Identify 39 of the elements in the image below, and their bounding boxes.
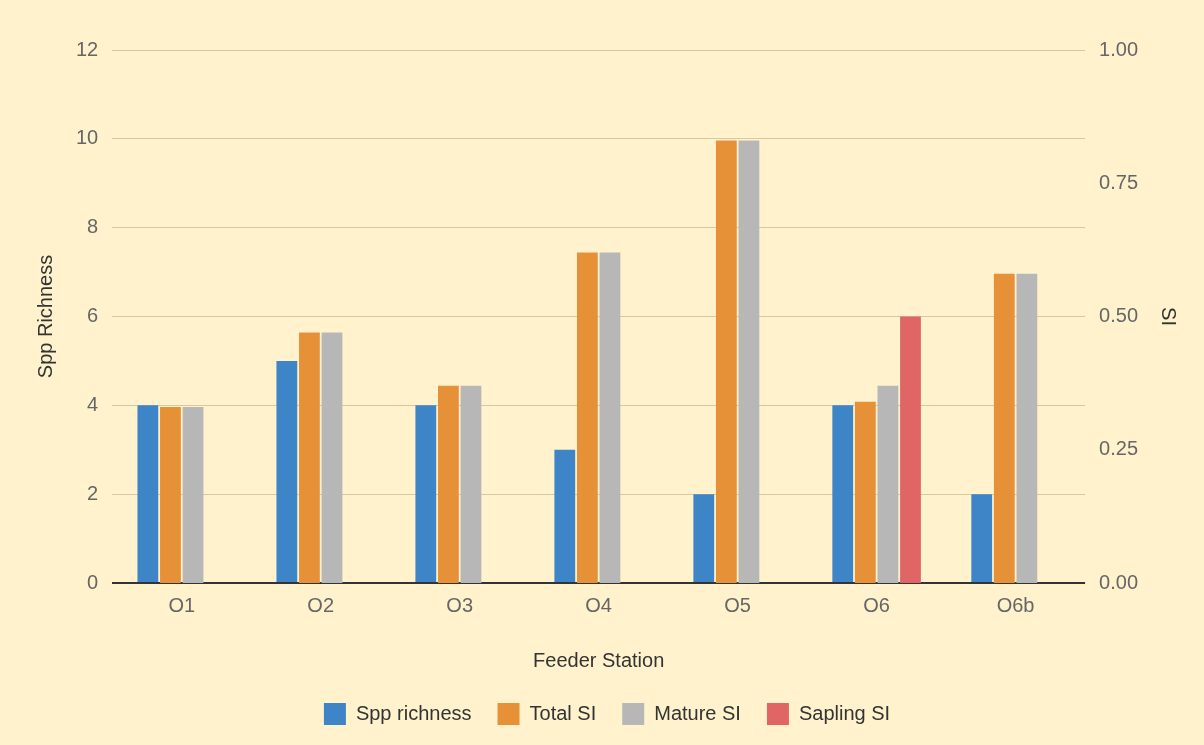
y-tick-label: 0 [87, 570, 99, 593]
bar [599, 252, 621, 583]
y-axis-title: Spp Richness [33, 254, 56, 379]
x-tick-label: O1 [168, 593, 196, 616]
x-tick-label: O2 [307, 593, 335, 616]
x-tick-label: O6b [996, 593, 1035, 616]
legend-label: Total SI [529, 701, 597, 724]
y2-axis-title: SI [1158, 307, 1181, 326]
y-tick-label: 4 [87, 392, 99, 415]
x-tick-label: O5 [724, 593, 751, 616]
bar [877, 385, 899, 583]
bar [693, 494, 715, 582]
legend-label: Mature SI [654, 701, 741, 724]
legend-label: Spp richness [355, 701, 472, 724]
y-tick-label: 2 [87, 481, 99, 504]
bar [321, 332, 343, 583]
y2-tick-label: 0.00 [1099, 570, 1139, 593]
x-tick-label: O4 [585, 593, 612, 616]
x-tick-label: O3 [446, 593, 474, 616]
bar [1016, 273, 1038, 583]
y-tick-label: 8 [87, 215, 99, 238]
y-tick-label: 10 [76, 126, 99, 149]
y2-tick-label: 0.50 [1099, 304, 1139, 327]
y2-tick-label: 0.25 [1099, 437, 1139, 460]
bar [715, 140, 737, 583]
bar [971, 494, 993, 582]
legend-label: Sapling SI [798, 701, 891, 724]
y2-tick-label: 0.75 [1099, 170, 1139, 193]
y-tick-label: 12 [76, 37, 99, 60]
bar [576, 252, 598, 583]
y2-tick-label: 1.00 [1099, 37, 1139, 60]
bar [900, 316, 921, 583]
x-axis-title: Feeder Station [533, 648, 665, 671]
bar [182, 407, 204, 583]
bar [460, 385, 482, 583]
bar [993, 273, 1015, 583]
bar [738, 140, 760, 583]
x-tick-label: O6 [863, 593, 890, 616]
y-tick-label: 6 [87, 304, 99, 327]
